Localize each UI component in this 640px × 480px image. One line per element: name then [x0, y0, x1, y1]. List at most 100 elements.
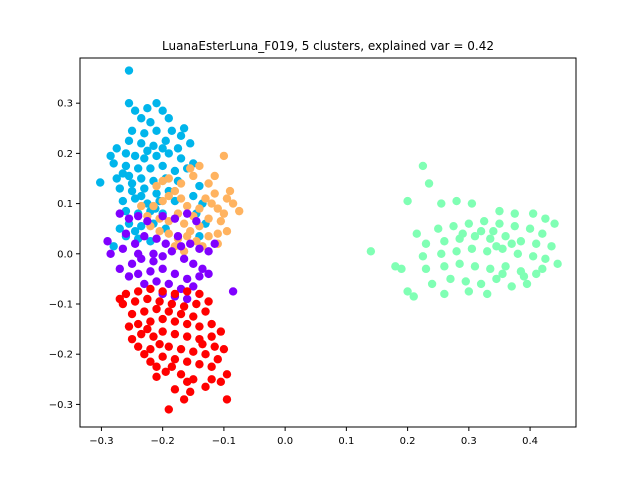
data-point: [173, 144, 183, 153]
data-point: [235, 206, 244, 216]
data-point: [228, 287, 238, 296]
data-point: [124, 214, 134, 223]
data-point: [170, 166, 180, 176]
data-point: [164, 342, 173, 351]
data-point: [158, 314, 167, 324]
data-point: [207, 332, 216, 341]
data-point: [192, 299, 201, 309]
data-point: [182, 294, 192, 304]
data-point: [152, 304, 161, 314]
data-point: [204, 232, 213, 241]
data-point: [140, 154, 149, 163]
data-point: [106, 151, 115, 161]
data-point: [152, 189, 161, 198]
data-point: [498, 269, 507, 279]
data-point: [127, 179, 137, 188]
data-point: [532, 269, 541, 279]
data-point: [216, 377, 226, 387]
data-point: [112, 174, 121, 183]
data-point: [170, 329, 180, 339]
data-point: [222, 370, 232, 379]
data-point: [167, 362, 177, 371]
data-point: [167, 126, 177, 135]
data-point: [149, 332, 158, 341]
data-point: [176, 179, 186, 188]
data-point: [519, 272, 529, 281]
data-point: [216, 216, 226, 226]
data-point: [176, 131, 186, 141]
data-point: [143, 294, 152, 304]
x-tick-label: 0.2: [400, 436, 416, 447]
data-point: [495, 206, 504, 216]
data-point: [437, 199, 446, 208]
x-tick-label: −0.3: [89, 436, 113, 447]
data-point: [164, 114, 173, 123]
data-point: [170, 186, 180, 196]
data-point: [170, 289, 180, 299]
data-point: [189, 259, 198, 269]
data-point: [115, 184, 125, 193]
data-point: [195, 181, 204, 191]
data-point: [133, 211, 143, 221]
data-point: [127, 126, 137, 135]
data-point: [155, 339, 164, 349]
data-point: [195, 204, 204, 213]
data-point: [115, 264, 125, 274]
series-4: [366, 161, 562, 301]
data-point: [437, 249, 446, 258]
data-point: [173, 232, 183, 241]
data-point: [470, 262, 480, 271]
data-point: [452, 247, 461, 256]
data-point: [409, 292, 418, 301]
data-point: [182, 287, 192, 296]
data-point: [176, 370, 186, 379]
data-point: [510, 209, 519, 218]
data-point: [146, 284, 155, 294]
x-tick-label: −0.2: [151, 436, 175, 447]
data-point: [121, 149, 131, 158]
data-point: [507, 239, 516, 248]
data-point: [541, 254, 550, 264]
data-point: [149, 249, 158, 258]
data-point: [446, 274, 455, 284]
data-point: [195, 161, 204, 171]
data-point: [158, 196, 167, 206]
data-point: [149, 257, 158, 266]
data-point: [127, 259, 137, 269]
data-point: [182, 209, 192, 218]
data-point: [210, 239, 219, 248]
x-tick-label: 0.4: [522, 436, 538, 447]
data-point: [440, 262, 449, 271]
data-point: [170, 355, 180, 364]
data-point: [216, 327, 226, 336]
data-point: [455, 259, 464, 269]
data-point: [421, 239, 431, 248]
data-point: [161, 367, 170, 376]
data-point: [133, 269, 143, 279]
data-point: [525, 224, 535, 233]
data-point: [550, 219, 559, 228]
data-point: [152, 181, 161, 191]
data-point: [167, 247, 177, 256]
data-point: [201, 307, 210, 316]
data-point: [483, 289, 492, 299]
data-point: [127, 309, 137, 319]
axes-layer: −0.3 −0.2 −0.1 0.0 0.1 0.2 0.3 0.4 −0.3 −0.2 −0.1 0…: [49, 57, 577, 447]
data-point: [124, 136, 134, 146]
data-point: [118, 196, 128, 206]
data-point: [486, 264, 495, 274]
y-tick-label: −0.1: [49, 300, 73, 311]
data-point: [528, 252, 538, 261]
data-point: [458, 229, 467, 238]
data-point: [182, 274, 192, 284]
data-point: [140, 129, 149, 138]
data-point: [538, 229, 547, 238]
data-point: [158, 176, 167, 186]
data-point: [133, 164, 143, 173]
data-point: [479, 216, 489, 226]
data-point: [155, 297, 164, 306]
data-point: [219, 344, 229, 354]
data-point: [146, 267, 155, 276]
data-point: [483, 247, 492, 256]
y-tick-label: 0.1: [57, 199, 73, 210]
